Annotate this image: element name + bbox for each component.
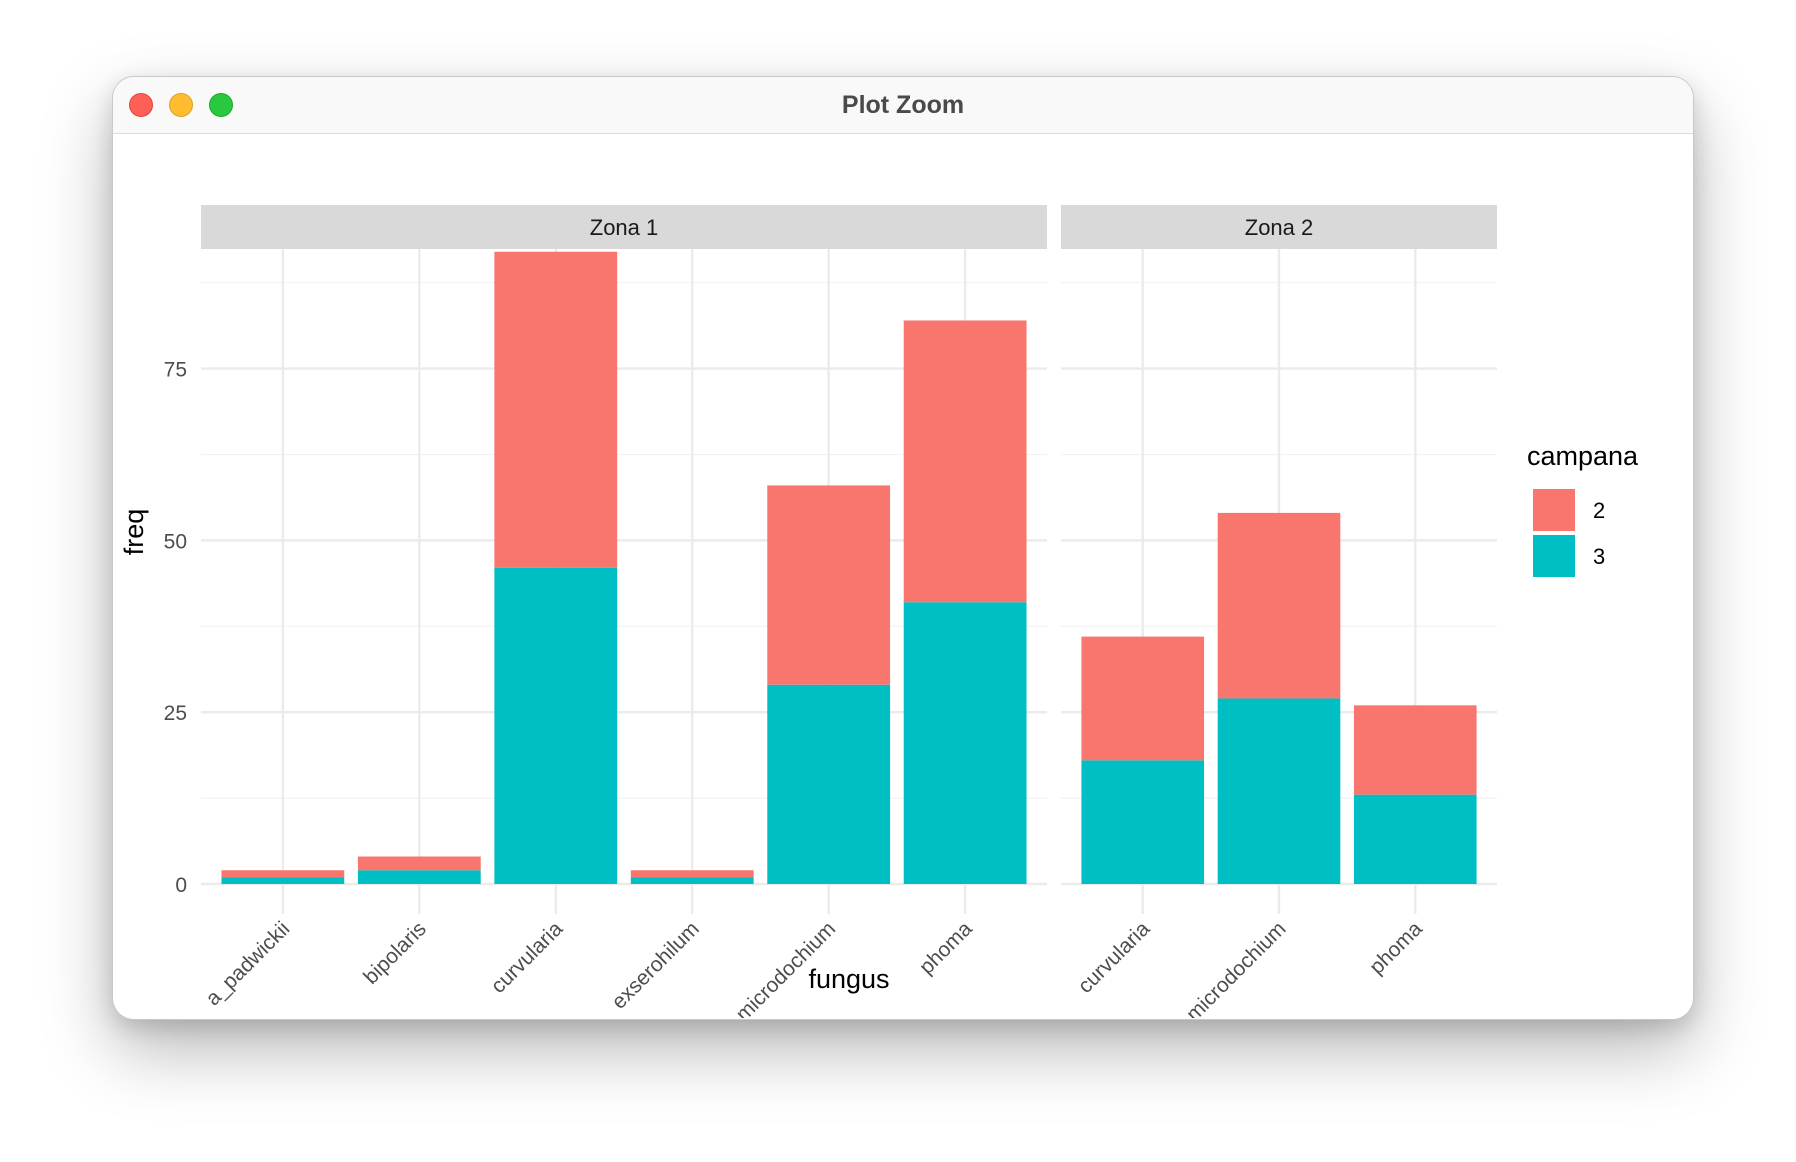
legend-swatch-3 xyxy=(1533,535,1575,577)
x-tick-label: phoma xyxy=(1365,917,1427,979)
bar-phoma-campana-2 xyxy=(903,320,1027,603)
facet-strip-1 xyxy=(201,205,1047,249)
legend-title: campana xyxy=(1527,441,1639,471)
bar-phoma-campana-2 xyxy=(1353,705,1477,795)
faceted-stacked-bar-chart: Zona 1 a_padwickii bipolaris curvularia exse… xyxy=(119,205,1639,1018)
y-tick-label: 25 xyxy=(164,702,187,725)
bar-exserohilum-campana-3 xyxy=(630,877,754,884)
legend-swatch-2 xyxy=(1533,489,1575,531)
x-tick-label: bipolaris xyxy=(359,917,431,989)
y-tick-label: 75 xyxy=(164,359,187,382)
x-tick-label: phoma xyxy=(915,917,977,979)
bar-bipolaris-campana-3 xyxy=(357,870,481,884)
facet-label-2: Zona 2 xyxy=(1245,215,1314,240)
x-tick-label: a_padwickii xyxy=(201,917,294,1010)
bar-exserohilum-campana-2 xyxy=(630,870,754,878)
facet-strip-2 xyxy=(1061,205,1497,249)
bar-curvularia-campana-2 xyxy=(1081,636,1205,761)
y-axis-title: freq xyxy=(119,509,149,556)
x-tick-label: curvularia xyxy=(1074,917,1155,998)
bar-microdochium-campana-3 xyxy=(767,684,891,884)
x-tick-label: curvularia xyxy=(487,917,568,998)
y-tick-label: 50 xyxy=(164,530,187,553)
close-button[interactable] xyxy=(129,93,153,117)
x-tick-label: exserohilum xyxy=(607,917,703,1013)
bar-phoma-campana-3 xyxy=(903,602,1027,884)
bar-curvularia-campana-3 xyxy=(1081,760,1205,884)
zoom-button[interactable] xyxy=(209,93,233,117)
legend-label-2: 2 xyxy=(1593,498,1605,523)
y-tick-label: 0 xyxy=(175,874,187,897)
bar-microdochium-campana-2 xyxy=(1217,512,1341,699)
plot-zoom-window: Plot Zoom Zona 1 a_padwickii bipolaris curv… xyxy=(112,76,1694,1020)
bar-microdochium-campana-3 xyxy=(1217,698,1341,884)
x-tick-label: microdochium xyxy=(1182,917,1291,1018)
legend-label-3: 3 xyxy=(1593,544,1605,569)
bar-a_padwickii-campana-3 xyxy=(221,877,345,884)
bar-a_padwickii-campana-2 xyxy=(221,870,345,878)
x-axis-title: fungus xyxy=(808,964,889,994)
bar-microdochium-campana-2 xyxy=(767,485,891,685)
facet-label-1: Zona 1 xyxy=(590,215,659,240)
bar-curvularia-campana-3 xyxy=(494,567,618,884)
window-title: Plot Zoom xyxy=(841,91,965,119)
title-bar[interactable]: Plot Zoom xyxy=(113,77,1693,134)
bar-phoma-campana-3 xyxy=(1353,794,1477,884)
bar-bipolaris-campana-2 xyxy=(357,856,481,871)
minimize-button[interactable] xyxy=(169,93,193,117)
bar-curvularia-campana-2 xyxy=(494,251,618,568)
